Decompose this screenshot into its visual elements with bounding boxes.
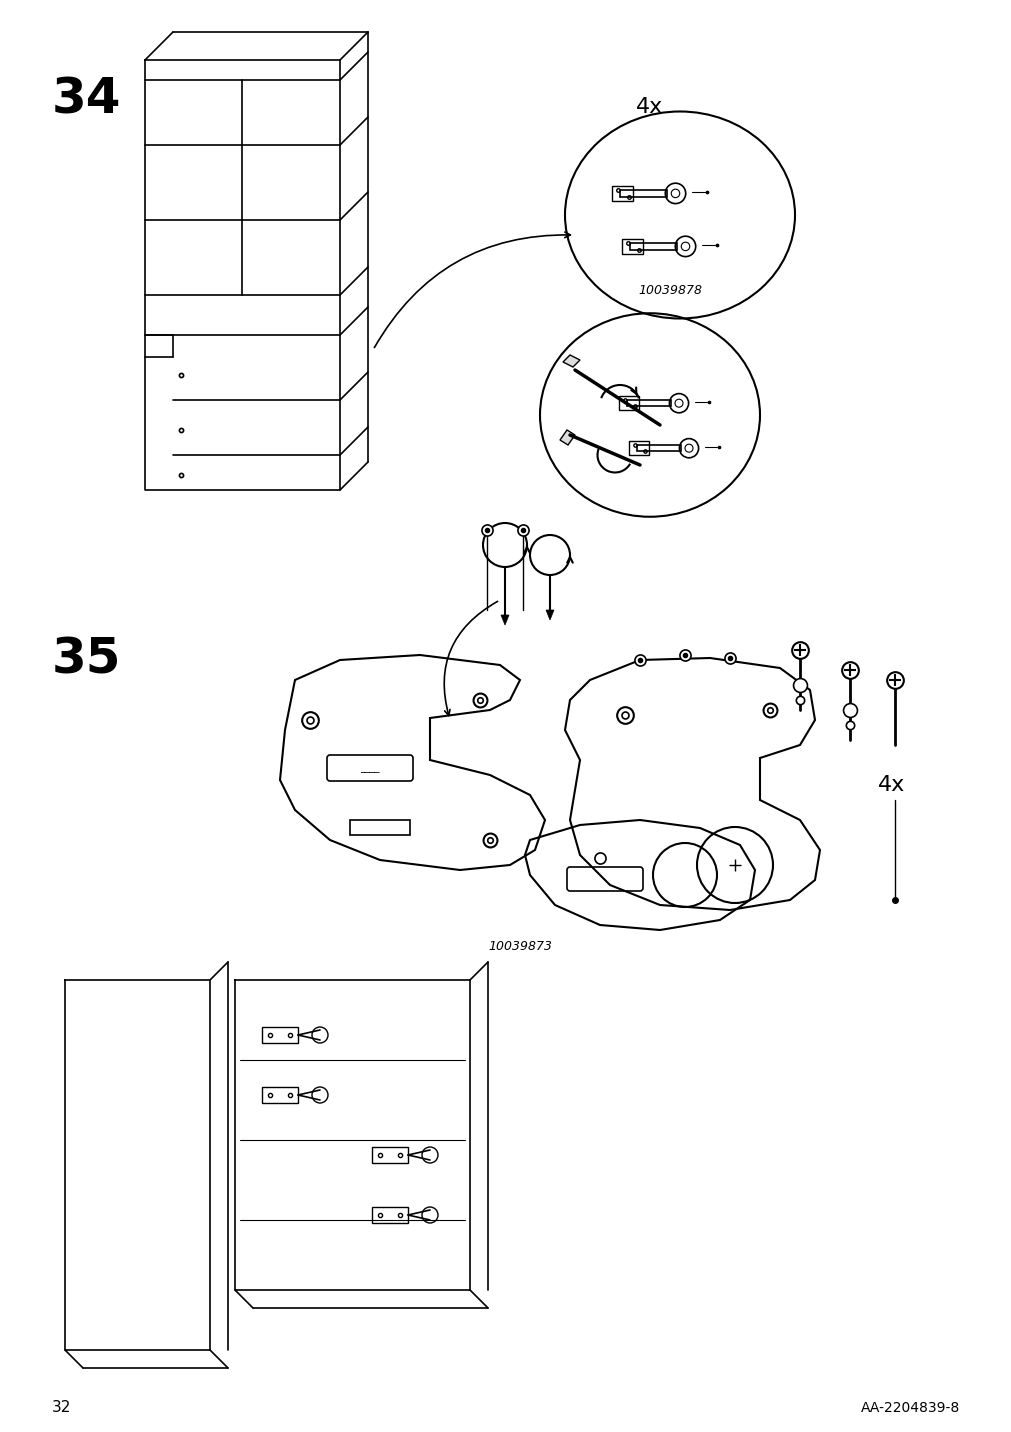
Bar: [372, 1207, 407, 1223]
Text: 10039873: 10039873: [487, 939, 551, 954]
Text: 32: 32: [52, 1400, 72, 1415]
Bar: [350, 821, 409, 835]
Bar: [262, 1087, 297, 1103]
Polygon shape: [546, 610, 553, 620]
Text: 34: 34: [52, 74, 121, 123]
Text: 4x: 4x: [878, 775, 905, 795]
Bar: [262, 1027, 297, 1042]
Text: ____: ____: [360, 763, 379, 773]
Polygon shape: [559, 430, 574, 445]
Polygon shape: [500, 614, 509, 624]
Bar: [372, 1147, 407, 1163]
Polygon shape: [562, 355, 579, 367]
Text: AA-2204839-8: AA-2204839-8: [860, 1400, 959, 1415]
Text: 4x: 4x: [636, 96, 663, 116]
Text: 35: 35: [52, 634, 121, 683]
Text: 10039878: 10039878: [637, 284, 702, 296]
